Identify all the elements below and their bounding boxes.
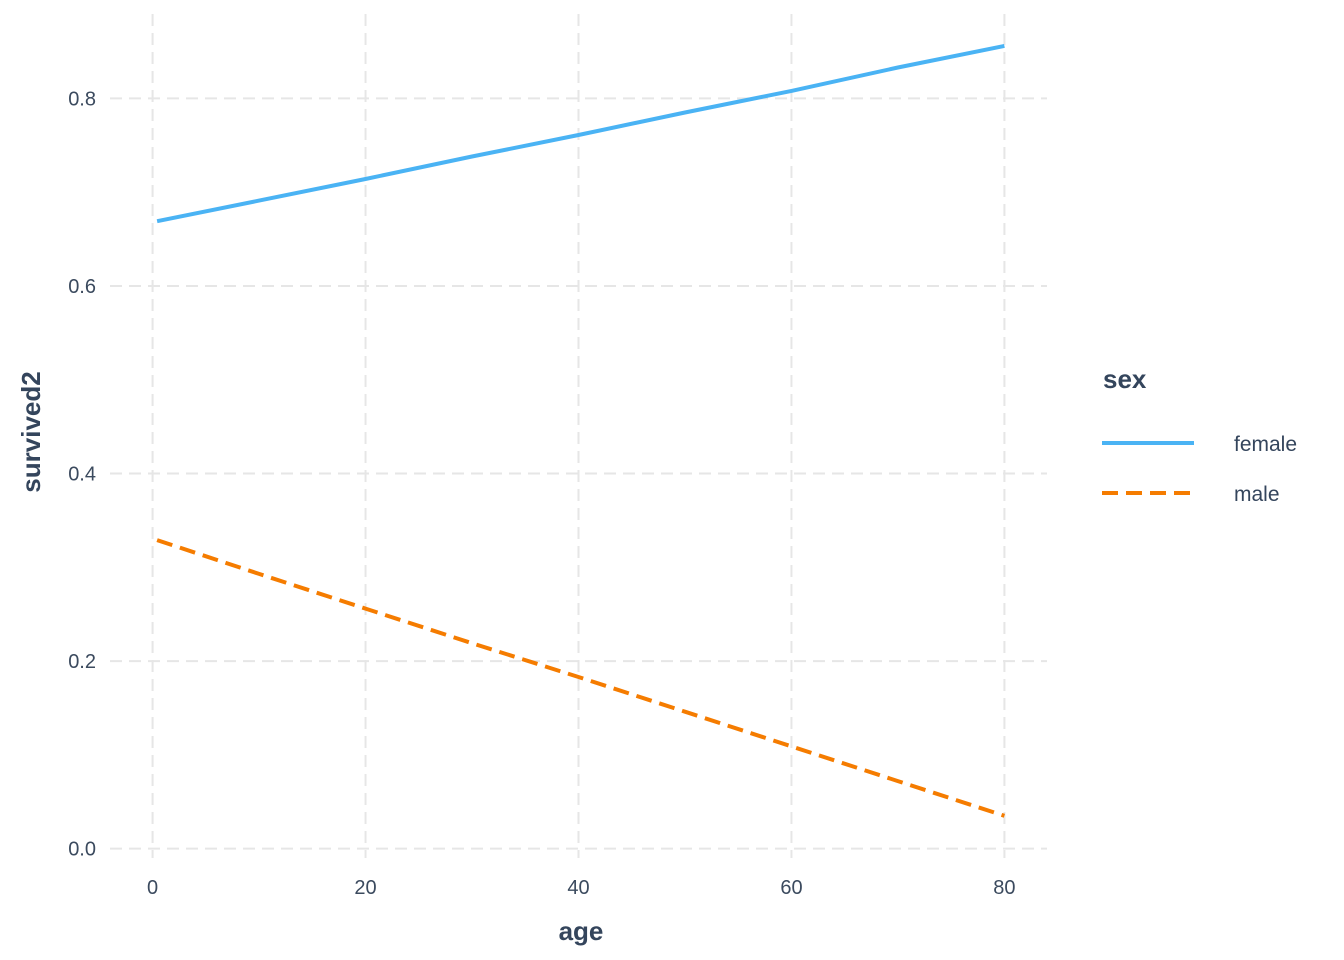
- x-axis-ticks: 0 20 40 60 80: [147, 877, 1016, 899]
- y-tick-label: 0.2: [68, 651, 96, 673]
- x-tick-label: 0: [147, 877, 158, 899]
- y-axis-ticks: 0.0 0.2 0.4 0.6 0.8: [68, 88, 96, 860]
- y-tick-label: 0.0: [68, 839, 96, 861]
- grid: [110, 14, 1047, 858]
- y-tick-label: 0.6: [68, 276, 96, 298]
- legend: sex female male: [1102, 364, 1297, 506]
- legend-items: female male: [1102, 433, 1297, 506]
- x-axis-title: age: [559, 916, 604, 946]
- x-tick-label: 40: [567, 877, 589, 899]
- x-tick-label: 60: [780, 877, 802, 899]
- legend-label-female: female: [1234, 433, 1297, 456]
- legend-label-male: male: [1234, 483, 1280, 506]
- series-lines: [156, 43, 1006, 818]
- x-tick-label: 80: [993, 877, 1015, 899]
- series-line-female: [156, 43, 1005, 224]
- y-tick-label: 0.4: [68, 464, 96, 486]
- y-tick-label: 0.8: [68, 88, 96, 110]
- series-line-male: [156, 538, 1006, 818]
- x-tick-label: 20: [354, 877, 376, 899]
- y-axis-title: survived2: [16, 371, 46, 492]
- legend-title: sex: [1103, 364, 1147, 394]
